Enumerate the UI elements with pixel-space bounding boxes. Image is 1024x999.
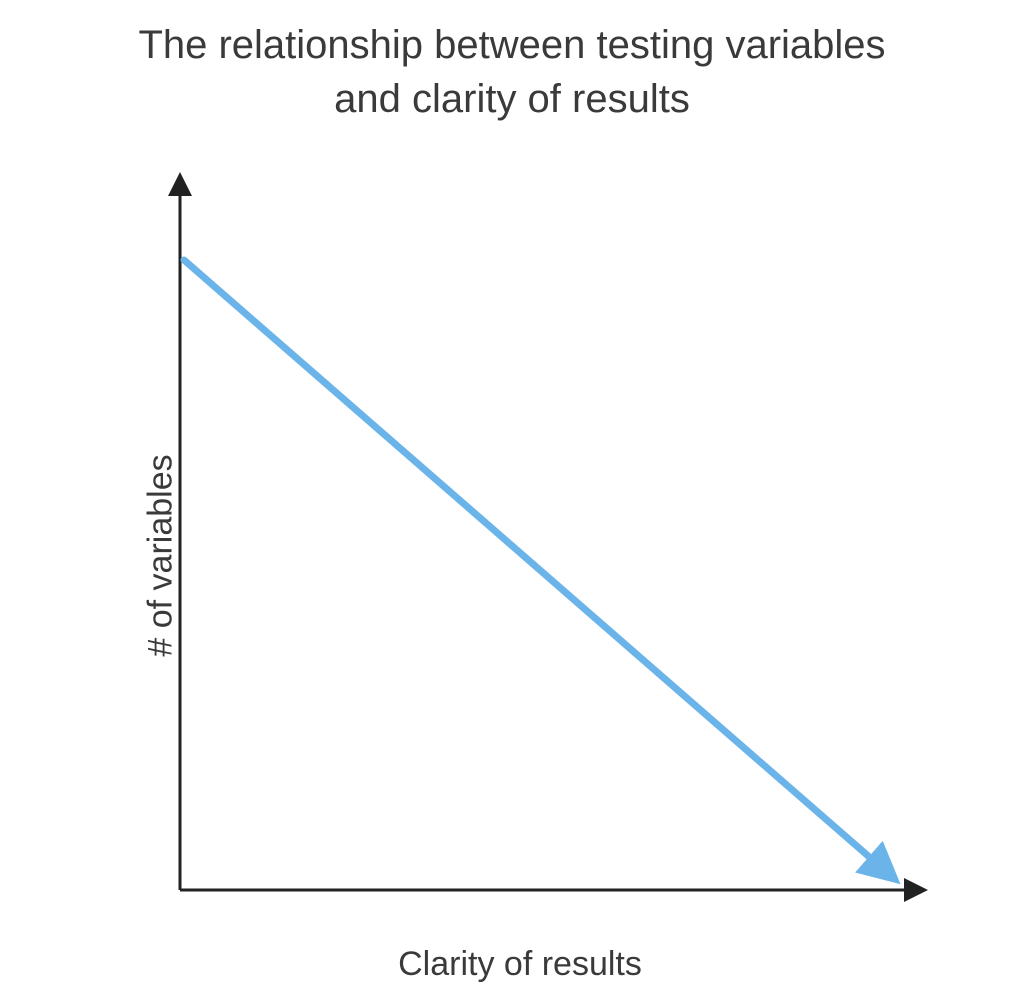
x-axis-label-container: Clarity of results: [100, 945, 940, 984]
x-axis-label: Clarity of results: [398, 945, 642, 983]
chart-title: The relationship between testing variabl…: [0, 18, 1024, 126]
data-line: [184, 260, 890, 875]
title-text: The relationship between testing variabl…: [138, 23, 885, 121]
y-axis-label: # of variables: [142, 454, 181, 656]
y-axis-label-container: # of variables: [60, 170, 262, 940]
